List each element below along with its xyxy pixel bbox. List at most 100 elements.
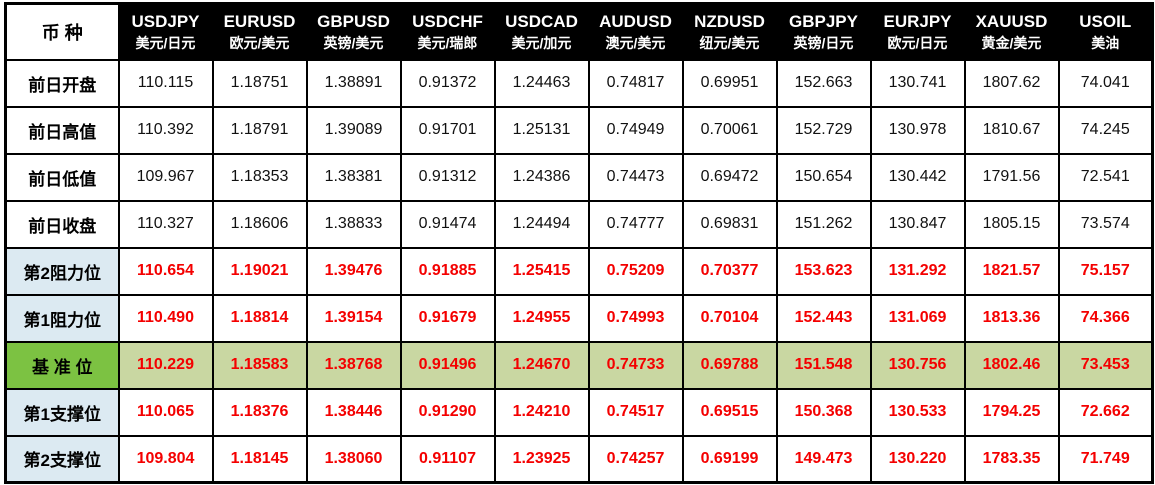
cell-support-2-usdjpy: 109.804 [117,434,214,484]
cell-pivot-base-audusd: 0.74733 [587,340,684,390]
cell-prev-open-usoil: 74.041 [1057,58,1154,108]
table-row-prev-high: 前日高值 110.392 1.18791 1.39089 0.91701 1.25131 0… [4,105,1154,155]
cell-prev-low-usdchf: 0.91312 [399,152,496,202]
column-header-usoil: USOIL 美油 [1057,2,1154,61]
column-symbol: USOIL [1079,12,1132,32]
cell-support-2-usdcad: 1.23925 [493,434,590,484]
cell-pivot-base-nzdusd: 0.69788 [681,340,778,390]
cell-resistance-1-gbpjpy: 152.443 [775,293,872,343]
cell-prev-open-usdchf: 0.91372 [399,58,496,108]
cell-resistance-2-gbpusd: 1.39476 [305,246,402,296]
cell-prev-close-audusd: 0.74777 [587,199,684,249]
corner-cell-currency-type: 币 种 [4,2,120,61]
cell-prev-close-gbpusd: 1.38833 [305,199,402,249]
table-row-prev-close: 前日收盘 110.327 1.18606 1.38833 0.91474 1.24494 0… [4,199,1154,249]
forex-pivot-table: 币 种 USDJPY 美元/日元 EURUSD 欧元/美元 GBPUSD 英镑/美元 USD… [4,2,1154,484]
cell-support-2-audusd: 0.74257 [587,434,684,484]
column-header-gbpjpy: GBPJPY 英镑/日元 [775,2,872,61]
cell-pivot-base-eurjpy: 130.756 [869,340,966,390]
cell-support-1-gbpusd: 1.38446 [305,387,402,437]
cell-prev-high-audusd: 0.74949 [587,105,684,155]
cell-resistance-1-eurjpy: 131.069 [869,293,966,343]
cell-prev-close-eurusd: 1.18606 [211,199,308,249]
row-label-prev-low: 前日低值 [4,152,120,202]
cell-prev-high-usdjpy: 110.392 [117,105,214,155]
cell-support-2-usdchf: 0.91107 [399,434,496,484]
table-row-prev-low: 前日低值 109.967 1.18353 1.38381 0.91312 1.24386 0… [4,152,1154,202]
column-pair-name: 澳元/美元 [605,35,666,52]
cell-prev-low-gbpusd: 1.38381 [305,152,402,202]
cell-prev-close-usdjpy: 110.327 [117,199,214,249]
cell-support-2-usoil: 71.749 [1057,434,1154,484]
cell-support-2-gbpusd: 1.38060 [305,434,402,484]
cell-support-2-eurjpy: 130.220 [869,434,966,484]
column-pair-name: 纽元/美元 [699,35,760,52]
table-row-support-2: 第2支撑位 109.804 1.18145 1.38060 0.91107 1.23925… [4,434,1154,484]
cell-pivot-base-eurusd: 1.18583 [211,340,308,390]
cell-prev-open-nzdusd: 0.69951 [681,58,778,108]
row-label-support-1: 第1支撑位 [4,387,120,437]
cell-prev-low-xauusd: 1791.56 [963,152,1060,202]
cell-pivot-base-usdcad: 1.24670 [493,340,590,390]
cell-prev-close-nzdusd: 0.69831 [681,199,778,249]
cell-resistance-2-audusd: 0.75209 [587,246,684,296]
cell-prev-high-usoil: 74.245 [1057,105,1154,155]
table-row-support-1: 第1支撑位 110.065 1.18376 1.38446 0.91290 1.24210… [4,387,1154,437]
cell-support-1-xauusd: 1794.25 [963,387,1060,437]
table-row-resistance-2: 第2阻力位 110.654 1.19021 1.39476 0.91885 1.25415… [4,246,1154,296]
column-header-audusd: AUDUSD 澳元/美元 [587,2,684,61]
cell-support-1-eurjpy: 130.533 [869,387,966,437]
cell-pivot-base-gbpjpy: 151.548 [775,340,872,390]
cell-prev-high-usdchf: 0.91701 [399,105,496,155]
cell-resistance-2-gbpjpy: 153.623 [775,246,872,296]
column-pair-name: 英镑/美元 [323,35,384,52]
cell-resistance-2-eurusd: 1.19021 [211,246,308,296]
column-symbol: EURUSD [223,12,296,32]
column-symbol: GBPJPY [789,12,858,32]
cell-prev-open-usdcad: 1.24463 [493,58,590,108]
cell-prev-open-xauusd: 1807.62 [963,58,1060,108]
cell-pivot-base-usdchf: 0.91496 [399,340,496,390]
column-pair-name: 美元/日元 [135,35,196,52]
cell-resistance-1-xauusd: 1813.36 [963,293,1060,343]
cell-prev-open-eurjpy: 130.741 [869,58,966,108]
cell-prev-high-xauusd: 1810.67 [963,105,1060,155]
table-row-prev-open: 前日开盘 110.115 1.18751 1.38891 0.91372 1.24463 0… [4,58,1154,108]
cell-pivot-base-gbpusd: 1.38768 [305,340,402,390]
cell-prev-low-audusd: 0.74473 [587,152,684,202]
column-symbol: XAUUSD [975,12,1048,32]
column-pair-name: 欧元/美元 [229,35,290,52]
cell-support-1-gbpjpy: 150.368 [775,387,872,437]
column-header-gbpusd: GBPUSD 英镑/美元 [305,2,402,61]
cell-support-2-xauusd: 1783.35 [963,434,1060,484]
column-header-xauusd: XAUUSD 黄金/美元 [963,2,1060,61]
cell-support-1-nzdusd: 0.69515 [681,387,778,437]
cell-support-1-usdchf: 0.91290 [399,387,496,437]
cell-resistance-1-audusd: 0.74993 [587,293,684,343]
column-header-usdcad: USDCAD 美元/加元 [493,2,590,61]
cell-prev-high-usdcad: 1.25131 [493,105,590,155]
column-symbol: EURJPY [883,12,952,32]
row-label-prev-open: 前日开盘 [4,58,120,108]
cell-resistance-2-usdchf: 0.91885 [399,246,496,296]
cell-resistance-2-usoil: 75.157 [1057,246,1154,296]
column-pair-name: 英镑/日元 [793,35,854,52]
column-symbol: AUDUSD [599,12,672,32]
cell-prev-close-usdchf: 0.91474 [399,199,496,249]
cell-prev-high-gbpjpy: 152.729 [775,105,872,155]
cell-resistance-1-nzdusd: 0.70104 [681,293,778,343]
cell-prev-open-usdjpy: 110.115 [117,58,214,108]
cell-prev-open-gbpjpy: 152.663 [775,58,872,108]
cell-prev-close-gbpjpy: 151.262 [775,199,872,249]
column-pair-name: 黄金/美元 [981,35,1042,52]
cell-prev-close-eurjpy: 130.847 [869,199,966,249]
column-header-eurjpy: EURJPY 欧元/日元 [869,2,966,61]
cell-resistance-2-eurjpy: 131.292 [869,246,966,296]
cell-support-1-eurusd: 1.18376 [211,387,308,437]
cell-prev-close-xauusd: 1805.15 [963,199,1060,249]
column-pair-name: 美元/瑞郎 [417,35,478,52]
table-row-resistance-1: 第1阻力位 110.490 1.18814 1.39154 0.91679 1.24955… [4,293,1154,343]
table-row-pivot-base: 基 准 位 110.229 1.18583 1.38768 0.91496 1.24670… [4,340,1154,390]
cell-pivot-base-usdjpy: 110.229 [117,340,214,390]
